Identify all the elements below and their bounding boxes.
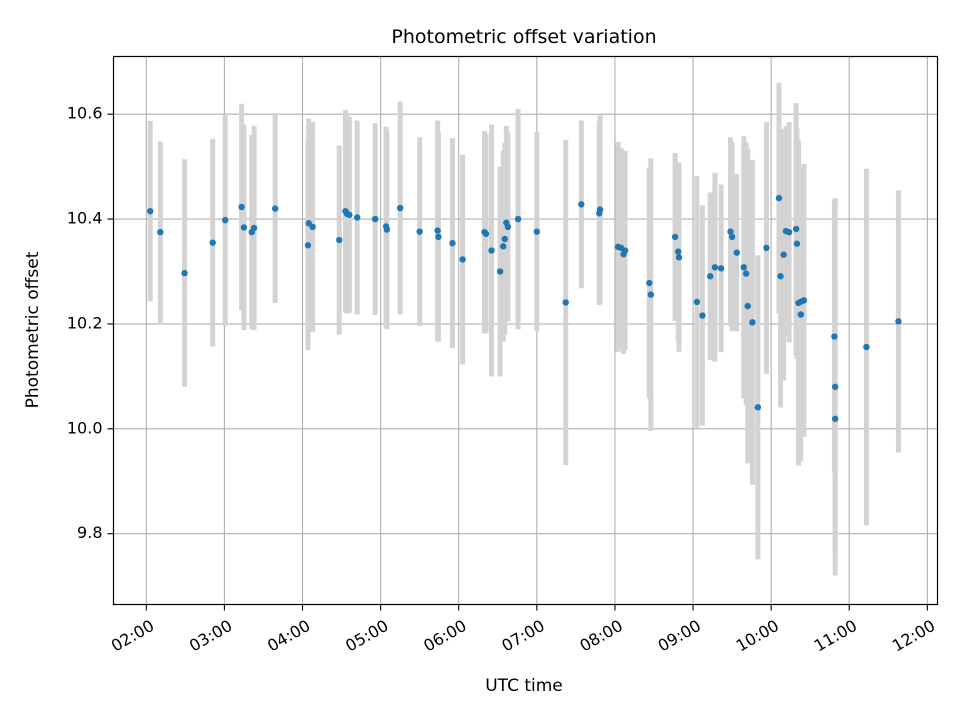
x-tick-label: 05:00 [342,616,391,656]
data-point [504,223,512,231]
data-point [304,242,312,249]
data-point [416,228,423,235]
data-point [780,251,787,258]
data-point [647,291,655,298]
x-tick-label: 07:00 [498,616,547,656]
data-point [435,233,442,241]
data-point [646,279,653,287]
data-point [240,224,248,231]
data-points [147,194,902,423]
data-point [396,204,404,212]
data-point [831,333,838,340]
y-tick-label: 10.4 [67,209,103,228]
data-point [793,240,801,247]
data-point [693,298,701,306]
data-point [501,235,509,243]
data-point [238,203,245,211]
errorbars [147,82,901,576]
x-tick-label: 06:00 [420,616,469,656]
data-point [733,249,740,256]
data-point [496,268,504,275]
data-point [596,206,604,213]
data-point [383,226,391,233]
data-point [775,194,783,202]
data-point [800,297,808,304]
grid [113,56,938,605]
y-tick-label: 10.6 [67,104,103,123]
data-point [727,228,734,235]
data-point [785,228,793,236]
data-point [754,404,762,411]
data-point [863,343,870,351]
data-point [336,236,343,244]
data-point [309,223,316,231]
data-point [514,215,522,223]
data-point [578,201,585,208]
data-point [459,256,466,263]
data-point [728,233,736,241]
x-tick-label: 09:00 [655,616,704,656]
x-tick-label: 10:00 [733,616,782,656]
x-tick-label: 08:00 [576,616,625,656]
data-point [221,216,229,224]
chart-title: Photometric offset variation [391,26,656,48]
data-point [717,265,725,272]
y-axis-label: Photometric offset [23,251,43,408]
data-point [831,415,839,423]
data-point [763,244,770,252]
x-tick-label: 11:00 [811,616,860,656]
data-point [621,247,629,254]
data-point [562,299,569,306]
data-point [488,247,495,254]
data-point [371,215,379,223]
data-point [740,264,748,271]
data-point [711,264,719,271]
y-tick-label: 10.0 [67,418,103,437]
x-tick-label: 12:00 [889,616,938,656]
y-tick-label: 9.8 [77,523,102,542]
x-axis: 02:00 03:00 04:00 05:00 06:00 07:00 08:00 09:00… [108,604,938,656]
data-point [157,228,164,236]
data-point [181,269,188,277]
data-point [742,270,750,277]
y-axis: 9.8 10.0 10.2 10.4 10.6 [67,104,114,542]
data-point [449,239,456,247]
data-point [482,230,490,237]
data-point [271,205,279,212]
x-tick-label: 02:00 [108,616,157,656]
data-point [749,319,756,326]
data-point [797,311,805,318]
data-point [671,233,679,241]
data-point [353,214,361,221]
data-point [674,248,682,255]
data-point [707,273,714,280]
data-point [895,318,902,325]
data-point [434,227,441,234]
data-point [777,273,784,280]
data-point [744,302,751,310]
data-point [209,239,216,246]
x-tick-label: 03:00 [186,616,235,656]
data-point [533,228,541,235]
plot-area [112,55,939,606]
data-point [250,224,258,232]
data-point [792,225,800,233]
x-axis-label: UTC time [485,676,563,696]
data-point [675,254,683,261]
y-tick-label: 10.2 [67,313,103,332]
data-point [699,312,706,319]
data-point [831,383,839,391]
x-tick-label: 04:00 [264,616,313,656]
data-point [500,243,507,250]
data-point [147,207,154,215]
data-point [346,211,353,219]
